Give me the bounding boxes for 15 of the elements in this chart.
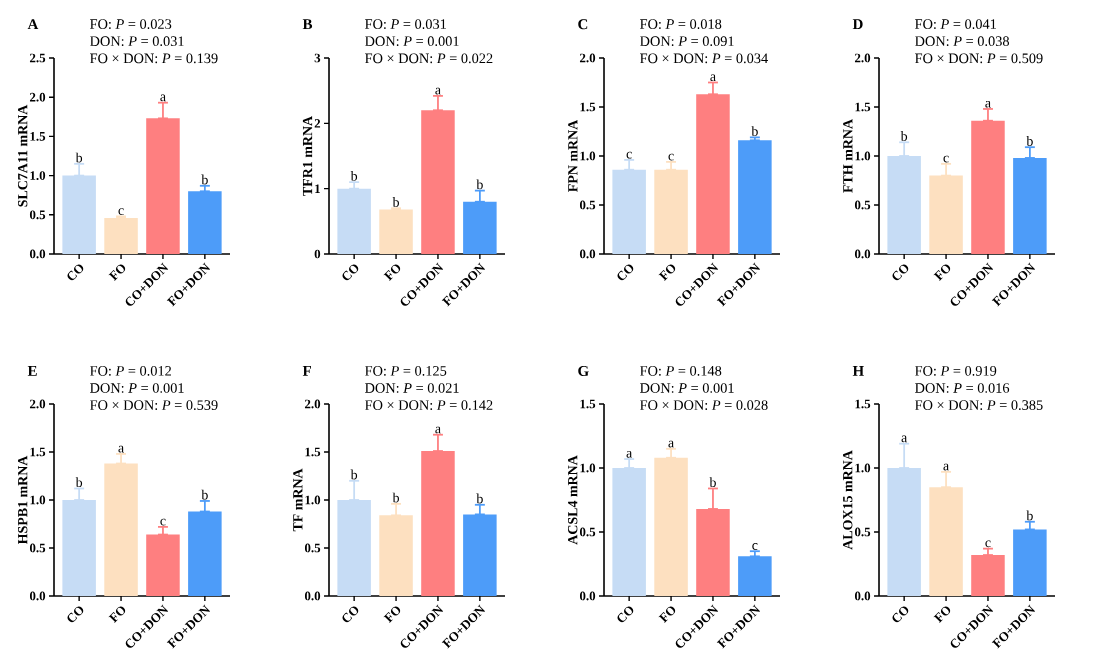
bar [612, 468, 646, 596]
bar [104, 217, 138, 254]
bar [738, 556, 772, 596]
bar [337, 188, 371, 254]
bar [654, 169, 688, 254]
bar [654, 457, 688, 596]
bar [1013, 529, 1047, 596]
bar [463, 514, 497, 596]
bar [188, 191, 222, 254]
bar [971, 555, 1005, 596]
bar [379, 209, 413, 254]
bar [738, 140, 772, 254]
bar [104, 463, 138, 596]
bar [612, 169, 646, 254]
bar [146, 534, 180, 596]
